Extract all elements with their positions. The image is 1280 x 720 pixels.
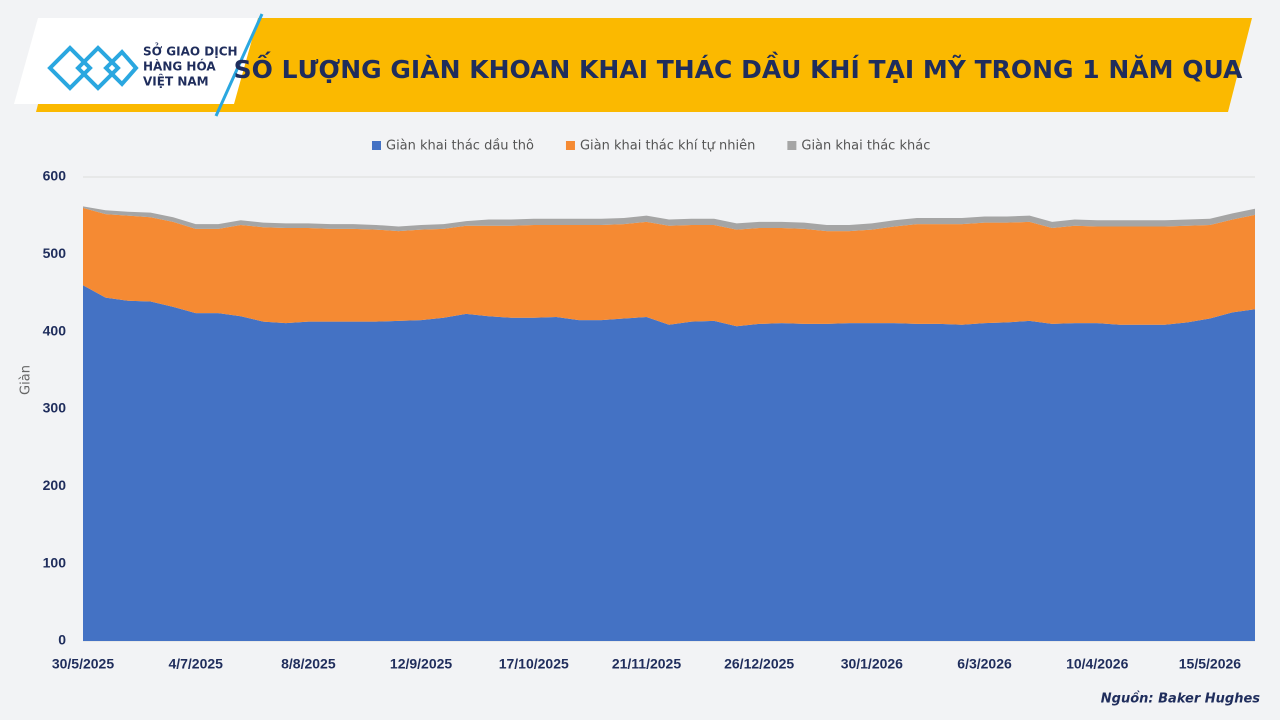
legend-label: Giàn khai thác khác	[801, 139, 930, 154]
legend-swatch	[372, 141, 381, 150]
x-tick-label: 21/11/2025	[612, 656, 682, 672]
y-tick-label: 300	[43, 400, 67, 416]
x-tick-label: 12/9/2025	[390, 656, 452, 672]
x-tick-label: 30/1/2026	[841, 656, 903, 672]
chart-title: SỐ LƯỢNG GIÀN KHOAN KHAI THÁC DẦU KHÍ TẠ…	[234, 51, 1243, 84]
area	[83, 206, 1255, 232]
legend-swatch	[787, 141, 797, 150]
area	[83, 207, 1255, 327]
logo-divider	[214, 13, 264, 117]
x-tick-label: 26/12/2025	[724, 656, 794, 672]
legend-label: Giàn khai thác dầu thô	[386, 139, 534, 154]
logo-panel	[14, 18, 258, 104]
x-tick-label: 15/5/2026	[1179, 656, 1241, 672]
x-tick-label: 10/4/2026	[1066, 656, 1128, 672]
y-tick-label: 600	[43, 168, 67, 184]
y-tick-label: 100	[43, 554, 67, 570]
header-band	[36, 18, 1252, 112]
logo-text: VIỆT NAM	[143, 74, 209, 89]
logo-mark	[47, 45, 139, 91]
area	[83, 285, 1255, 641]
y-tick-label: 0	[58, 632, 66, 648]
x-tick-label: 17/10/2025	[499, 656, 569, 672]
source-note: Nguồn: Baker Hughes	[1101, 692, 1260, 707]
x-tick-label: 4/7/2025	[168, 656, 223, 672]
x-tick-label: 6/3/2026	[957, 656, 1012, 672]
y-tick-label: 500	[43, 245, 67, 261]
y-tick-label: 200	[43, 477, 67, 493]
logo-text: HÀNG HÓA	[143, 59, 216, 74]
legend-label: Giàn khai thác khí tự nhiên	[580, 139, 755, 154]
y-axis-label: Giàn	[19, 365, 34, 395]
legend-swatch	[565, 141, 575, 150]
logo-text: SỞ GIAO DỊCH	[143, 43, 238, 59]
x-tick-label: 8/8/2025	[281, 656, 336, 672]
x-tick-label: 30/5/2025	[52, 656, 114, 672]
y-tick-label: 400	[43, 322, 67, 338]
